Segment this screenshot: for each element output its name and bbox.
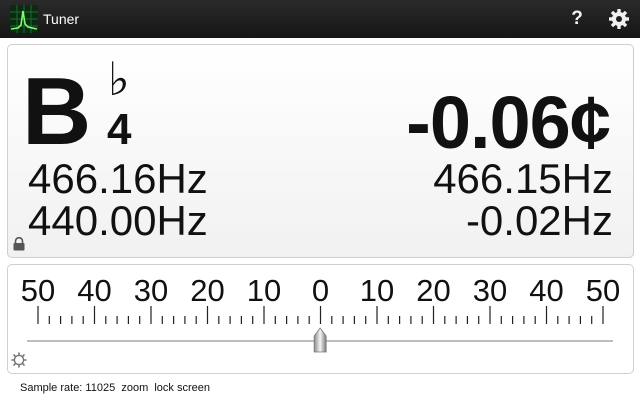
meter-scale-label: 20: [416, 273, 450, 308]
lock-icon[interactable]: [12, 237, 26, 251]
meter-scale-label: 0: [312, 273, 329, 308]
sample-rate-label: Sample rate: 11025: [20, 382, 116, 394]
target-frequency: 466.15Hz: [433, 155, 613, 202]
meter-scale-label: 10: [360, 273, 394, 308]
meter-settings-icon[interactable]: [11, 352, 27, 368]
frequency-difference: -0.02Hz: [465, 197, 613, 244]
note-name: B: [22, 58, 92, 165]
reference-frequency[interactable]: 440.00Hz: [28, 197, 208, 244]
detected-frequency: 466.16Hz: [28, 155, 208, 202]
spectrum-icon[interactable]: [10, 5, 38, 33]
meter-scale-label: 40: [77, 273, 111, 308]
meter-scale-label: 30: [134, 273, 168, 308]
meter-scale-label: 30: [473, 273, 507, 308]
zoom-toggle[interactable]: zoom: [121, 382, 149, 394]
meter-scale-label: 50: [586, 273, 620, 308]
meter-scale-label: 40: [529, 273, 563, 308]
cents-meter: 50 40 30 20 10 0 10 20 30 40 50: [21, 273, 620, 353]
reading-panel: [7, 44, 634, 258]
app-title: Tuner: [43, 11, 80, 27]
help-button[interactable]: ?: [571, 8, 583, 29]
status-bar: Sample rate: 11025 zoom lock screen: [20, 382, 210, 394]
meter-scale-label: 10: [247, 273, 281, 308]
lock-screen-toggle[interactable]: lock screen: [154, 382, 210, 394]
action-bar: Tuner ?: [0, 0, 640, 38]
note-octave: 4: [107, 105, 132, 154]
meter-needle: [313, 327, 327, 353]
meter-scale-label: 20: [190, 273, 224, 308]
meter-scale-label: 50: [21, 273, 55, 308]
note-accidental: ♭: [108, 52, 130, 106]
cents-deviation: -0.06¢: [406, 81, 611, 164]
gear-icon[interactable]: [608, 8, 630, 30]
